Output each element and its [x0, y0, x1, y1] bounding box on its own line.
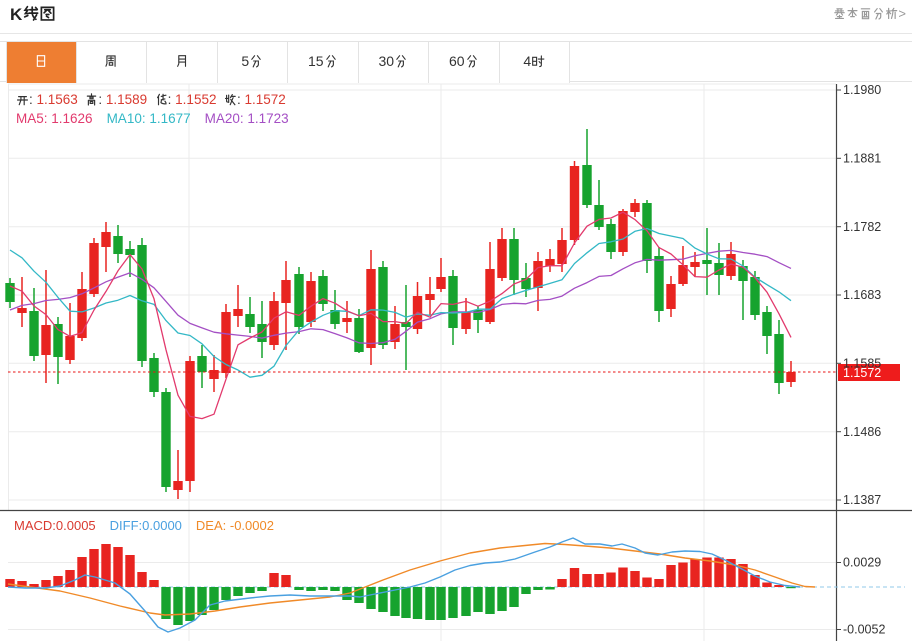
svg-text:1.1486: 1.1486	[843, 425, 881, 439]
svg-text:1.1387: 1.1387	[843, 493, 881, 507]
svg-text:0.0029: 0.0029	[843, 556, 881, 570]
svg-text:1.1683: 1.1683	[843, 288, 881, 302]
svg-text:1.1572: 1.1572	[843, 366, 881, 380]
svg-text:-0.0052: -0.0052	[843, 623, 885, 637]
svg-text:1.1782: 1.1782	[843, 220, 881, 234]
svg-text:1.1585: 1.1585	[843, 357, 881, 371]
svg-text:1.1980: 1.1980	[843, 83, 881, 97]
svg-text:1.1881: 1.1881	[843, 152, 881, 166]
